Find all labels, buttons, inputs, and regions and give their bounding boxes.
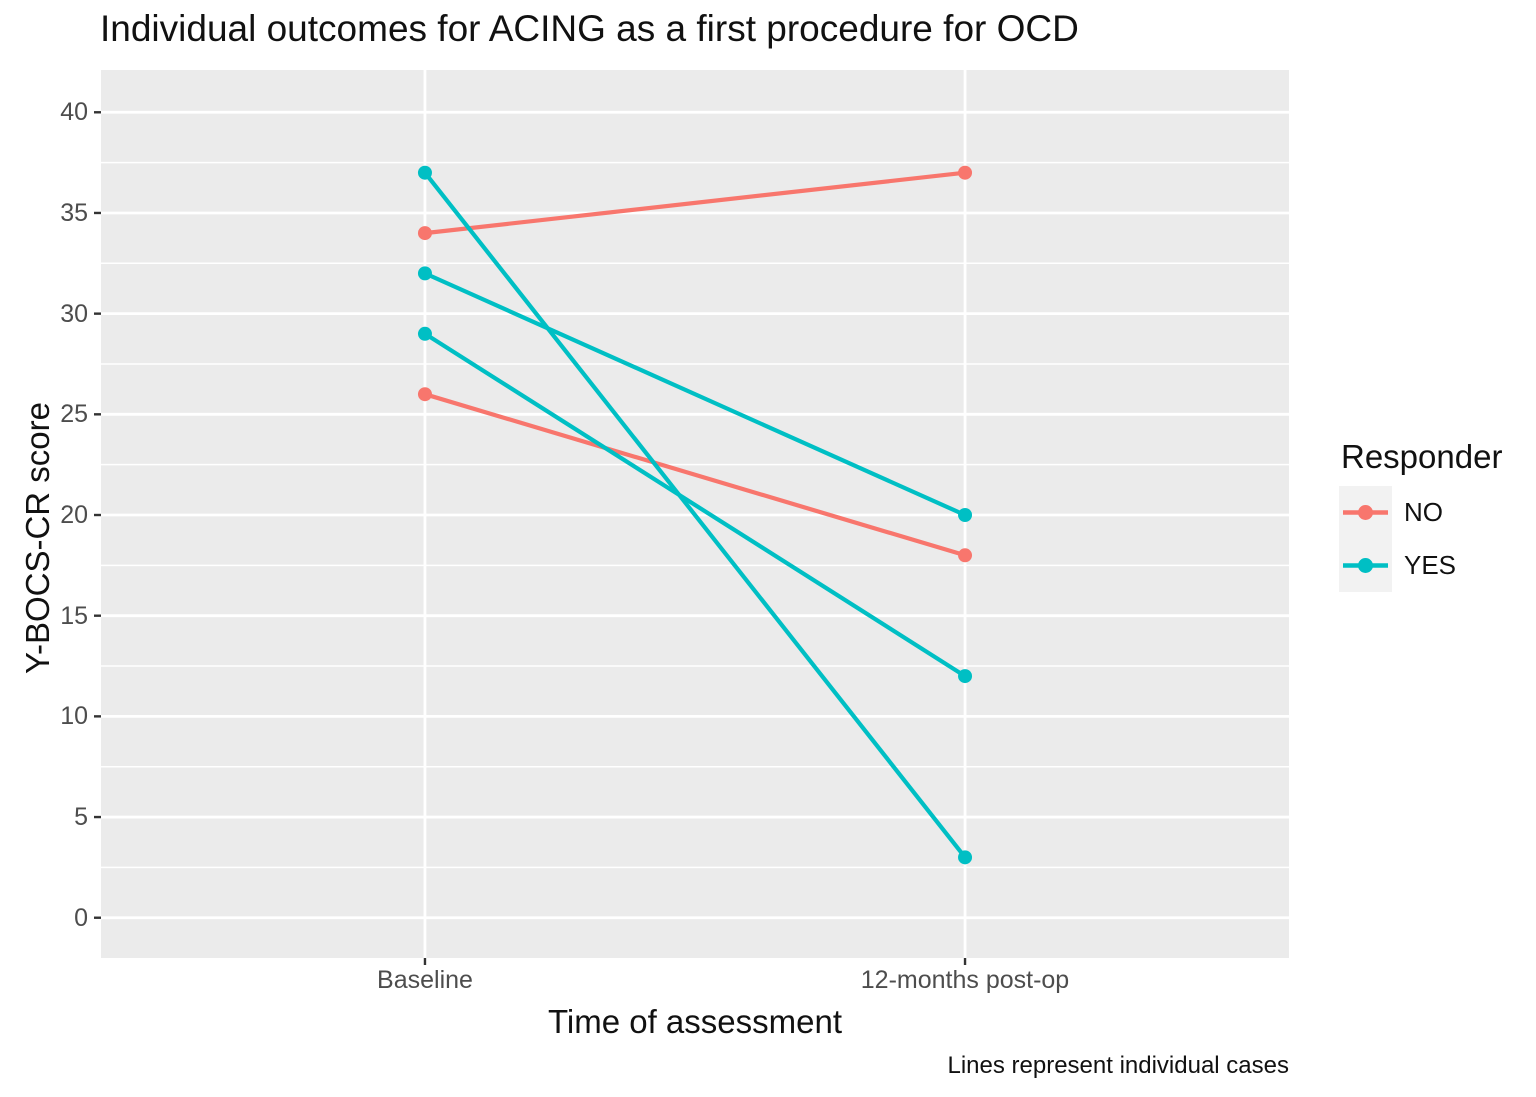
y-tick-label: 40: [60, 98, 88, 127]
y-tick-label: 10: [60, 702, 88, 731]
data-point-no: [958, 548, 973, 563]
legend-point: [1358, 505, 1373, 520]
legend-key-sample: [1343, 558, 1388, 573]
data-point-yes: [958, 508, 973, 523]
chart-caption: Lines represent individual cases: [947, 1052, 1289, 1079]
data-point-yes: [417, 266, 432, 281]
case-line-no: [424, 170, 966, 236]
data-point-yes: [958, 669, 973, 684]
y-tick-label: 30: [60, 299, 88, 328]
data-point-no: [958, 165, 973, 180]
plot-title: Individual outcomes for ACING as a first…: [100, 8, 1079, 49]
x-tick-label-postop: 12-months post-op: [860, 966, 1070, 994]
y-tick-label: 15: [60, 601, 88, 630]
case-line-yes: [424, 271, 966, 517]
data-point-yes: [417, 165, 432, 180]
y-tick-label: 20: [60, 501, 88, 529]
y-tick-label: 35: [60, 198, 88, 227]
data-point-no: [417, 387, 432, 402]
legend: Responder NO YES: [1339, 438, 1529, 592]
legend-title: Responder: [1341, 438, 1503, 475]
legend-entry-yes: YES: [1339, 539, 1529, 592]
legend-key-yes-swatch: [1339, 539, 1392, 592]
case-line-yes: [423, 171, 967, 859]
data-point-yes: [417, 326, 432, 341]
legend-point: [1358, 558, 1373, 573]
legend-label-yes: YES: [1404, 550, 1457, 580]
legend-label-no: NO: [1404, 497, 1443, 527]
data-point-yes: [958, 850, 973, 865]
x-tick-label-baseline: Baseline: [377, 966, 473, 994]
y-axis-title: Y-BOCS-CR score: [19, 402, 56, 675]
y-tick-label: 5: [74, 803, 88, 832]
legend-entry-no: NO: [1339, 486, 1529, 539]
data-point-no: [417, 226, 432, 241]
y-tick-label: 25: [60, 400, 88, 429]
case-line-yes: [423, 332, 967, 678]
legend-key-sample: [1343, 505, 1388, 520]
y-tick-label: 0: [74, 903, 88, 932]
legend-key-no-swatch: [1339, 486, 1392, 539]
case-line-no: [424, 392, 966, 558]
x-axis-title: Time of assessment: [547, 1003, 843, 1040]
